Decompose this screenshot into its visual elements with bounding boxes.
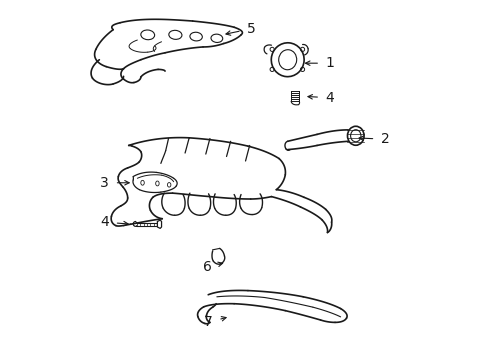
Text: 3: 3	[100, 176, 129, 190]
Text: 4: 4	[307, 91, 334, 105]
Text: 1: 1	[305, 56, 334, 70]
Text: 5: 5	[225, 22, 256, 36]
Text: 4: 4	[100, 215, 128, 229]
Text: 6: 6	[203, 260, 222, 274]
Text: 2: 2	[358, 132, 389, 146]
Text: 7: 7	[203, 315, 225, 329]
